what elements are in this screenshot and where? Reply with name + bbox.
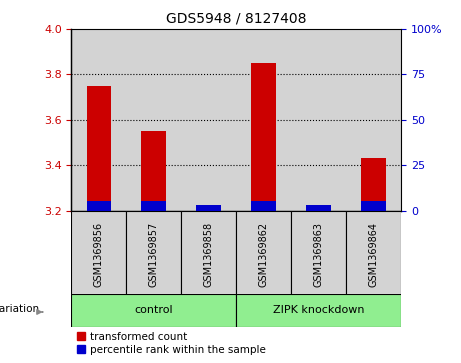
Bar <box>291 29 346 211</box>
Bar <box>126 29 181 211</box>
Bar <box>306 207 331 211</box>
Bar <box>142 201 166 211</box>
Legend: transformed count, percentile rank within the sample: transformed count, percentile rank withi… <box>77 332 266 355</box>
Bar <box>71 29 126 211</box>
Bar <box>71 211 126 298</box>
Text: GSM1369864: GSM1369864 <box>369 221 378 287</box>
Bar <box>291 211 346 298</box>
Text: GSM1369858: GSM1369858 <box>204 221 214 287</box>
Bar <box>181 29 236 211</box>
Bar <box>236 211 291 298</box>
Text: GSM1369857: GSM1369857 <box>149 221 159 287</box>
Bar <box>126 211 181 298</box>
Bar <box>142 131 166 211</box>
Text: genotype/variation: genotype/variation <box>0 304 39 314</box>
Bar <box>87 201 111 211</box>
Bar <box>361 201 386 211</box>
Bar <box>71 294 236 327</box>
Text: ZIPK knockdown: ZIPK knockdown <box>273 305 364 315</box>
Text: GSM1369863: GSM1369863 <box>313 221 324 287</box>
Bar <box>346 211 401 298</box>
Bar <box>361 158 386 211</box>
Bar <box>236 29 291 211</box>
Bar <box>87 86 111 211</box>
Text: control: control <box>135 305 173 315</box>
Bar <box>196 205 221 211</box>
Bar <box>251 63 276 211</box>
Bar <box>181 211 236 298</box>
Text: GSM1369856: GSM1369856 <box>94 221 104 287</box>
Bar <box>346 29 401 211</box>
Title: GDS5948 / 8127408: GDS5948 / 8127408 <box>166 11 307 25</box>
Bar <box>306 205 331 211</box>
Text: GSM1369862: GSM1369862 <box>259 221 269 287</box>
Bar <box>251 201 276 211</box>
Bar <box>196 207 221 211</box>
Bar <box>236 294 401 327</box>
